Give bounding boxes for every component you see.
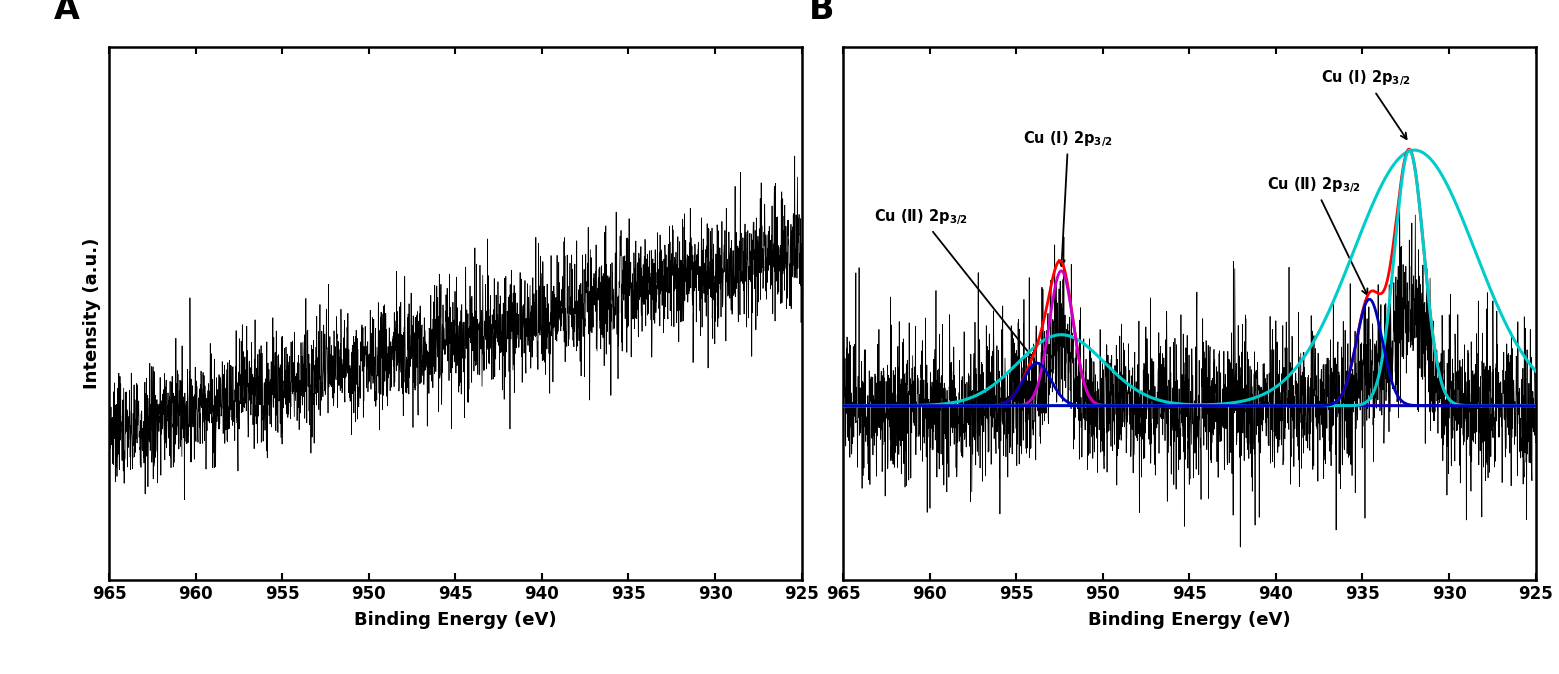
Y-axis label: Intensity (a.u.): Intensity (a.u.) bbox=[83, 238, 101, 389]
Text: Cu (Ⅱ) 2p$_\mathregular{3/2}$: Cu (Ⅱ) 2p$_\mathregular{3/2}$ bbox=[875, 207, 1034, 359]
Text: B: B bbox=[809, 0, 834, 26]
Text: Cu (Ⅰ) 2p$_\mathregular{3/2}$: Cu (Ⅰ) 2p$_\mathregular{3/2}$ bbox=[1023, 129, 1113, 266]
X-axis label: Binding Energy (eV): Binding Energy (eV) bbox=[1088, 611, 1291, 629]
Text: Cu (Ⅰ) 2p$_\mathregular{3/2}$: Cu (Ⅰ) 2p$_\mathregular{3/2}$ bbox=[1320, 68, 1411, 139]
Text: A: A bbox=[53, 0, 80, 26]
Text: Cu (Ⅱ) 2p$_\mathregular{3/2}$: Cu (Ⅱ) 2p$_\mathregular{3/2}$ bbox=[1267, 175, 1367, 295]
X-axis label: Binding Energy (eV): Binding Energy (eV) bbox=[354, 611, 557, 629]
